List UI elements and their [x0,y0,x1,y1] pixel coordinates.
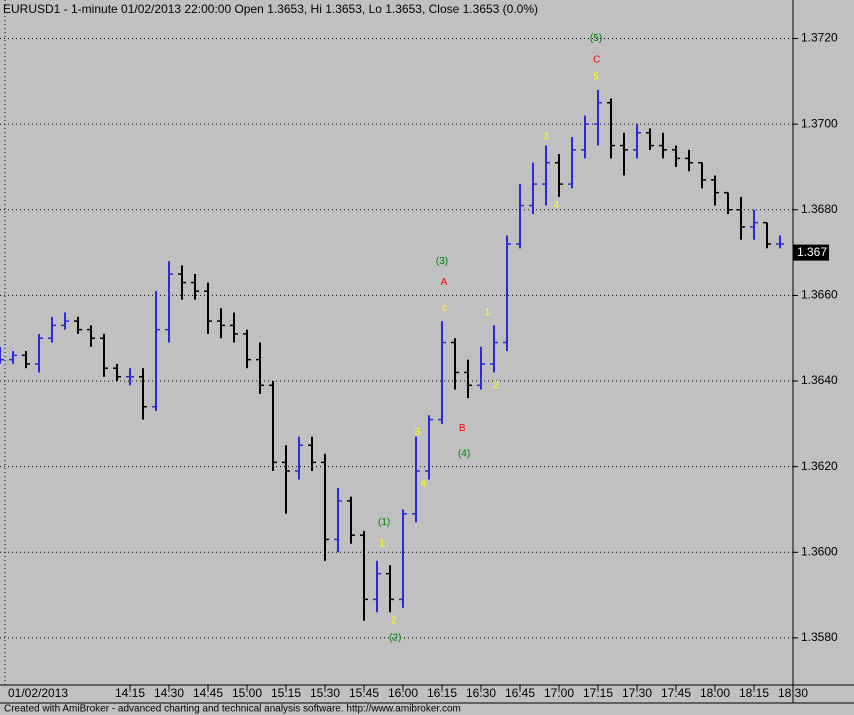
plot: 1.3580 1.3600 1.3620 1.3640 1.3660 1.3680 1.37… [0,31,838,700]
x-tick-label: 17:00 [544,686,574,700]
x-tick-label: 01/02/2013 [8,686,68,700]
last-price-label: 1.367 [797,245,827,259]
x-tick-label: 16:00 [388,686,418,700]
y-tick-label: 1.3640 [801,373,838,387]
wave-label: A [441,277,448,288]
wave-label: (4) [458,448,470,459]
wave-label: 3 [415,427,421,438]
y-tick-label: 1.3620 [801,459,838,473]
x-tick-label: 14:30 [154,686,184,700]
wave-label: (3) [436,256,448,267]
x-tick-label: 14:15 [115,686,145,700]
y-tick-label: 1.3580 [801,630,838,644]
wave-label: (1) [378,517,390,528]
y-tick-label: 1.3720 [801,31,838,45]
x-tick-label: 15:00 [232,686,262,700]
wave-label: 1 [379,538,385,549]
y-tick-label: 1.3660 [801,288,838,302]
y-tick-label: 1.3700 [801,116,838,130]
x-tick-label: 15:15 [271,686,301,700]
x-tick-label: 17:45 [661,686,691,700]
chart-title: EURUSD1 - 1-minute 01/02/2013 22:00:00 O… [3,2,538,16]
x-tick-label: 17:15 [583,686,613,700]
wave-label: c [442,303,447,314]
x-tick-label: 18:15 [739,686,769,700]
x-tick-label: 15:30 [310,686,340,700]
wave-label: C [593,55,600,66]
x-tick-label: 18:30 [778,686,808,700]
wave-label: 2 [391,615,397,626]
x-tick-label: 14:45 [193,686,223,700]
x-tick-label: 16:30 [466,686,496,700]
wave-label: 2 [493,380,499,391]
y-tick-label: 1.3600 [801,544,838,558]
wave-label: 4 [420,478,426,489]
footer: Created with AmiBroker - advanced charti… [4,704,461,715]
wave-label: 4 [554,200,560,211]
x-tick-label: 18:00 [700,686,730,700]
wave-label: (5) [590,33,602,44]
y-tick-label: 1.3680 [801,202,838,216]
x-tick-label: 15:45 [349,686,379,700]
x-tick-label: 17:30 [622,686,652,700]
x-tick-label: 16:45 [505,686,535,700]
wave-label: B [459,423,466,434]
wave-label: 1 [485,307,491,318]
last-price-box [793,244,829,261]
wave-label: (2) [389,633,401,644]
wave-label: 5 [593,72,599,83]
wave-label: 3 [543,132,549,143]
x-tick-label: 16:15 [427,686,457,700]
